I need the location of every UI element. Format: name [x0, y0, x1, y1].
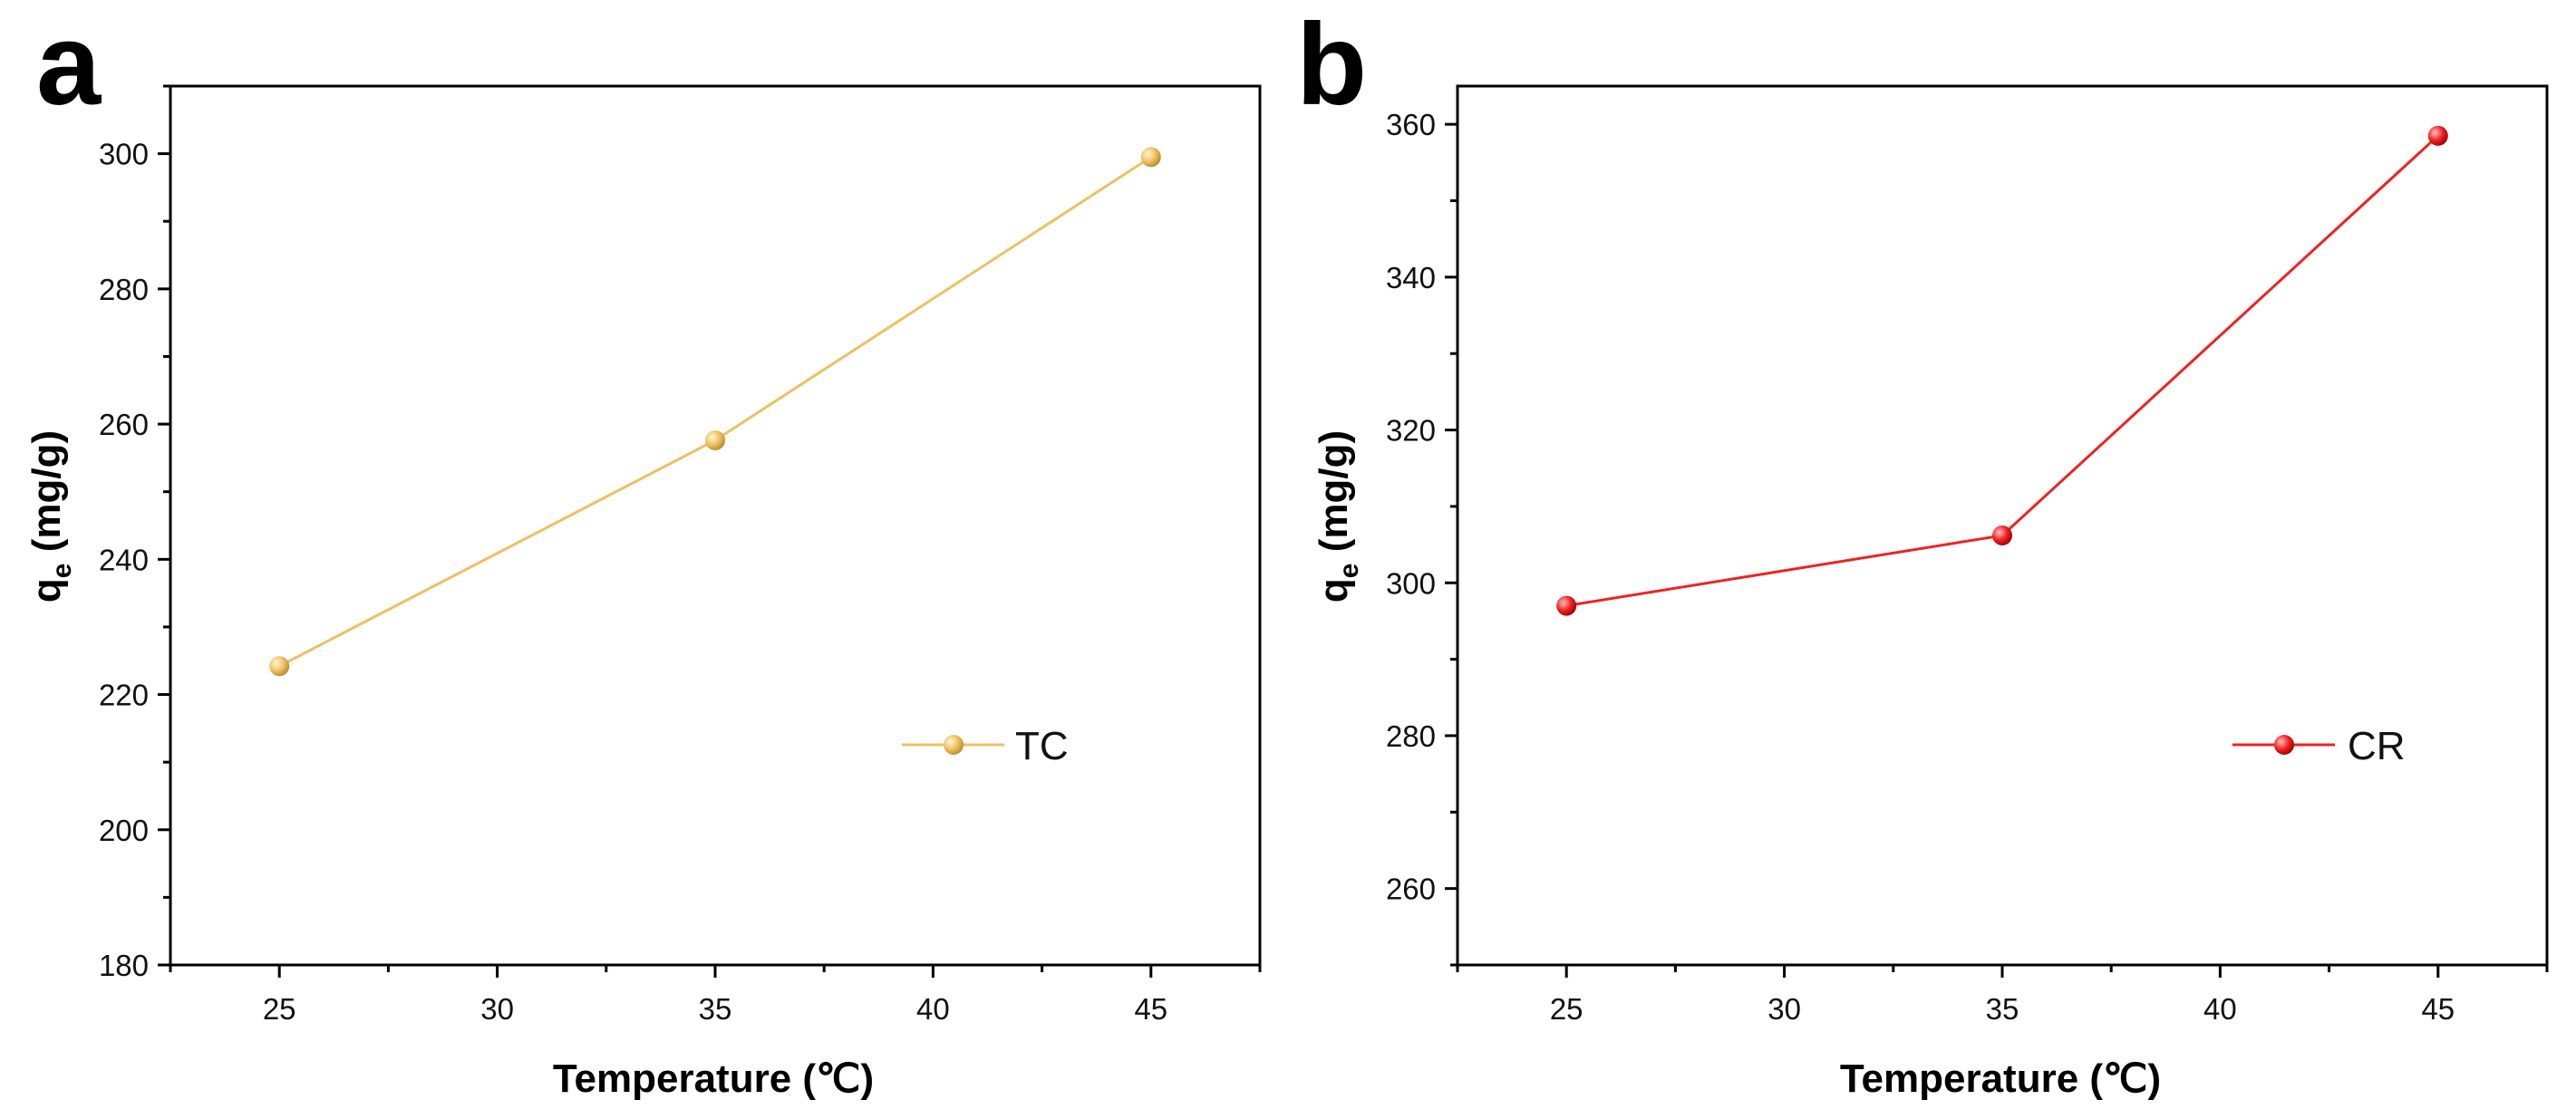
data-point-tc: [705, 429, 725, 450]
y-tick-label-a: 260: [99, 408, 149, 441]
x-tick-label-b: 40: [2203, 992, 2237, 1026]
y-tick-label-b: 340: [1386, 261, 1436, 294]
series-line-tc: [278, 156, 1152, 668]
x-tick-label-b: 35: [1986, 992, 2019, 1026]
x-tick-label-b: 25: [1550, 992, 1583, 1026]
panel-label-b: b: [1296, 0, 1367, 130]
y-tick-label-b: 280: [1386, 719, 1436, 753]
data-point-tc: [269, 656, 290, 677]
data-point-tc: [1140, 147, 1161, 168]
panel-label-a: a: [36, 0, 102, 130]
data-point-cr: [1556, 595, 1577, 616]
plot-area-a: 25 30 35 40 45 180 200 220 240 260 280 300: [99, 84, 1262, 1026]
legend-label-cr: CR: [2348, 724, 2406, 768]
x-axis-title-b: Temperature (℃): [1840, 1056, 2161, 1101]
y-tick-label-a: 240: [99, 543, 149, 576]
chart-panel-b: b 25 30 35 40 45 260 280 300 320 340 360 Temperatu…: [1296, 0, 2549, 1101]
y-tick-label-a: 220: [99, 679, 149, 712]
y-tick-label-a: 280: [99, 273, 149, 306]
legend-marker-a: [944, 735, 964, 755]
y-axis-title-sub-a: e: [47, 564, 77, 579]
chart-panel-a: a 25 30 35 40 45 180 200 220 240 260 280 300 Temper…: [24, 0, 1262, 1101]
x-tick-label-a: 40: [916, 992, 950, 1026]
data-point-cr: [1992, 525, 2012, 545]
x-axis-title-a: Temperature (℃): [553, 1056, 874, 1101]
y-axis-title-main-b: q: [1312, 578, 1356, 603]
y-axis-title-unit-b: (mg/g): [1312, 430, 1356, 564]
legend-label-tc: TC: [1015, 724, 1069, 768]
y-tick-label-b: 260: [1386, 873, 1436, 906]
legend-b: CR: [2232, 724, 2406, 768]
y-tick-label-b: 320: [1386, 414, 1436, 448]
y-axis-title-a: qe (mg/g): [24, 430, 77, 603]
y-axis-title-main-a: q: [24, 578, 69, 603]
y-tick-label-a: 180: [99, 949, 149, 982]
y-axis-title-sub-b: e: [1334, 564, 1364, 579]
y-tick-label-b: 360: [1386, 108, 1436, 141]
y-axis-title-b: qe (mg/g): [1312, 430, 1364, 603]
x-tick-label-b: 30: [1767, 992, 1801, 1026]
plot-frame-a: [169, 84, 1262, 967]
legend-a: TC: [902, 724, 1069, 768]
y-tick-label-a: 200: [99, 814, 149, 847]
y-tick-label-b: 300: [1386, 566, 1436, 600]
x-tick-label-a: 45: [1134, 992, 1167, 1026]
x-tick-label-a: 25: [263, 992, 296, 1026]
y-axis-title-unit-a: (mg/g): [24, 430, 69, 564]
x-tick-label-a: 30: [480, 992, 514, 1026]
y-tick-label-a: 300: [99, 138, 149, 171]
legend-marker-b: [2274, 735, 2294, 755]
x-tick-label-a: 35: [699, 992, 732, 1026]
plot-area-b: 25 30 35 40 45 260 280 300 320 340 360: [1386, 84, 2549, 1026]
x-tick-label-b: 45: [2421, 992, 2455, 1026]
data-point-cr: [2427, 125, 2448, 146]
